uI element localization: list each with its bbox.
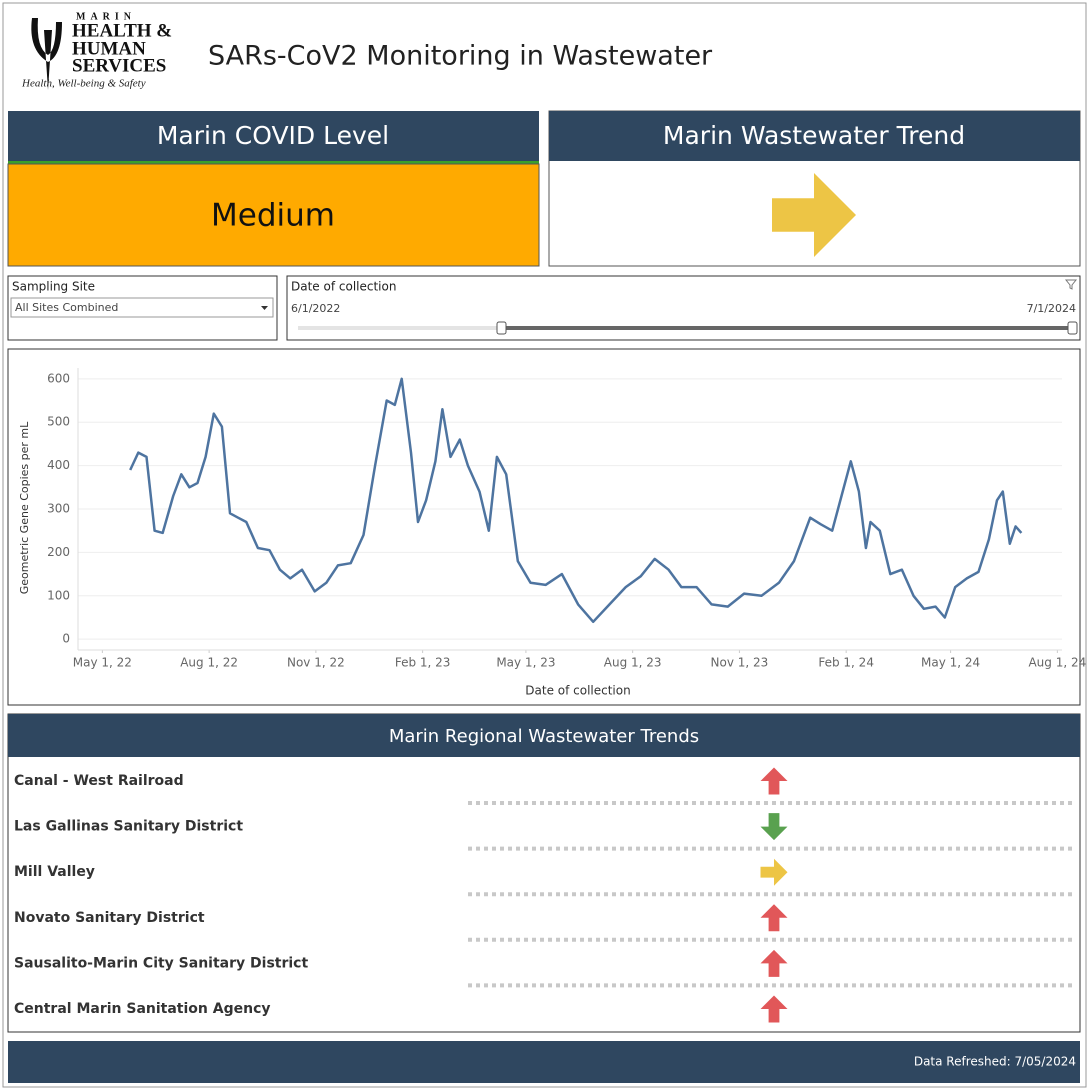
site-name: Mill Valley: [14, 864, 95, 880]
regional-header: [8, 714, 1080, 757]
x-tick-label: Nov 1, 23: [711, 656, 769, 670]
page-title: SARs-CoV2 Monitoring in Wastewater: [208, 41, 713, 72]
level-accent: [8, 161, 539, 164]
logo-text: HUMAN: [72, 38, 146, 59]
logo-mark: [31, 18, 62, 90]
date-filter: [286, 275, 1081, 341]
dropdown-caret: [261, 306, 268, 310]
trend-title: Marin Wastewater Trend: [663, 121, 965, 150]
y-tick-label: 200: [47, 545, 70, 559]
x-tick-label: Aug 1, 22: [180, 656, 238, 670]
footer: [8, 1041, 1080, 1083]
site-name: Sausalito-Marin City Sanitary District: [14, 955, 308, 971]
date-end: 7/1/2024: [1027, 302, 1076, 315]
arrow-shape: [760, 904, 788, 932]
regional-panel: [7, 713, 1081, 1033]
regional-title: Marin Regional Wastewater Trends: [389, 726, 699, 747]
arrow-shape: [760, 767, 788, 795]
site-dropdown[interactable]: [10, 297, 274, 318]
level-value: Medium: [211, 198, 335, 234]
logo-text: MARIN: [76, 11, 136, 22]
site-name: Novato Sanitary District: [14, 910, 205, 926]
slider-handle[interactable]: [1067, 321, 1078, 335]
level-title: Marin COVID Level: [157, 121, 389, 150]
trend-header: [549, 111, 1080, 161]
y-tick-label: 300: [47, 502, 70, 516]
site-name: Central Marin Sanitation Agency: [14, 1001, 271, 1017]
y-tick-label: 400: [47, 458, 70, 472]
site-arrow: [760, 949, 788, 977]
x-tick-label: Aug 1, 23: [604, 656, 662, 670]
slider-handle[interactable]: [496, 321, 507, 335]
site-arrow: [760, 858, 788, 886]
y-axis-title: Geometric Gene Copies per mL: [18, 421, 31, 594]
x-tick-label: Feb 1, 24: [818, 656, 874, 670]
site-name: Las Gallinas Sanitary District: [14, 819, 243, 835]
site-arrow: [760, 767, 788, 795]
y-tick-label: 100: [47, 588, 70, 602]
arrow-shape: [760, 995, 788, 1023]
x-tick-label: Nov 1, 22: [287, 656, 345, 670]
y-tick-label: 500: [47, 415, 70, 429]
logo-text: HEALTH &: [72, 20, 172, 41]
refreshed: Data Refreshed: 7/05/2024: [914, 1055, 1076, 1069]
x-tick-label: May 1, 24: [921, 656, 980, 670]
chart-panel: [7, 348, 1081, 706]
site-name: Canal - West Railroad: [14, 773, 184, 789]
logo-text: SERVICES: [72, 55, 166, 76]
date-start: 6/1/2022: [291, 302, 340, 315]
y-tick-label: 0: [62, 632, 70, 646]
site-filter-label: Sampling Site: [12, 280, 95, 294]
data-line: [129, 377, 1023, 624]
x-tick-label: May 1, 22: [73, 656, 132, 670]
arrow-shape: [760, 858, 788, 886]
x-axis-title: Date of collection: [525, 684, 630, 698]
date-filter-label: Date of collection: [291, 280, 396, 294]
arrow-shape: [760, 949, 788, 977]
level-header: [8, 111, 539, 161]
site-arrow: [760, 995, 788, 1023]
site-arrow: [760, 813, 788, 841]
arrow-shape: [772, 173, 856, 257]
arrow-shape: [760, 813, 788, 841]
slider-range: [502, 326, 1074, 330]
x-tick-label: May 1, 23: [496, 656, 555, 670]
y-tick-label: 600: [47, 371, 70, 385]
chart: 0 100 200 300 400 500 600 May 1, 22 Aug 1, 22 Nov…: [47, 368, 1086, 670]
x-tick-label: Aug 1, 24: [1028, 656, 1086, 670]
filter-icon[interactable]: [1064, 279, 1078, 290]
logo-tagline: Health, Well-being & Safety: [21, 78, 146, 90]
level-body: [7, 163, 540, 267]
trend-arrow: [772, 173, 856, 257]
site-arrow: [760, 904, 788, 932]
x-tick-label: Feb 1, 23: [395, 656, 451, 670]
regional-list: Canal - West Railroad Las Gallinas Sanita…: [14, 767, 1076, 1023]
site-selected: All Sites Combined: [15, 301, 118, 314]
